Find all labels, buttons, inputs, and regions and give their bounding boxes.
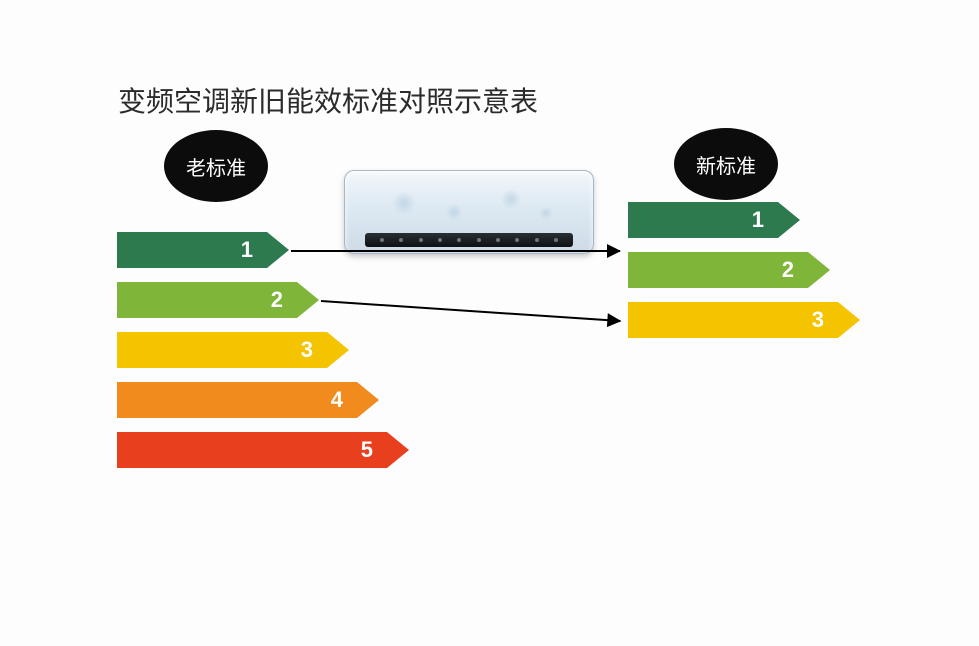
diagram-title: 变频空调新旧能效标准对照示意表 bbox=[118, 80, 538, 120]
badge-old: 老标准 bbox=[164, 130, 268, 202]
ac-unit-illustration bbox=[344, 170, 594, 254]
old-bar-5: 5 bbox=[117, 432, 412, 468]
old-bar-tip-5 bbox=[387, 432, 412, 468]
new-bar-tip-2 bbox=[808, 252, 833, 288]
new-bar-label-1: 1 bbox=[628, 202, 778, 238]
new-bar-1: 1 bbox=[628, 202, 803, 238]
badge-new: 新标准 bbox=[674, 128, 778, 200]
new-bar-label-2: 2 bbox=[628, 252, 808, 288]
new-bar-tip-3 bbox=[838, 302, 863, 338]
old-bar-tip-4 bbox=[357, 382, 382, 418]
mapping-arrow-1 bbox=[291, 250, 620, 252]
new-bar-label-3: 3 bbox=[628, 302, 838, 338]
new-bar-3: 3 bbox=[628, 302, 863, 338]
old-bar-label-4: 4 bbox=[117, 382, 357, 418]
old-bar-tip-3 bbox=[327, 332, 352, 368]
new-bar-2: 2 bbox=[628, 252, 833, 288]
ac-vent-strip bbox=[365, 233, 573, 247]
old-bar-label-2: 2 bbox=[117, 282, 297, 318]
old-bar-label-1: 1 bbox=[117, 232, 267, 268]
old-bar-label-3: 3 bbox=[117, 332, 327, 368]
old-bar-4: 4 bbox=[117, 382, 382, 418]
old-bar-1: 1 bbox=[117, 232, 292, 268]
old-bar-tip-1 bbox=[267, 232, 292, 268]
old-bar-tip-2 bbox=[297, 282, 322, 318]
mapping-arrow-2 bbox=[321, 300, 620, 322]
old-bar-3: 3 bbox=[117, 332, 352, 368]
new-bar-tip-1 bbox=[778, 202, 803, 238]
old-bar-2: 2 bbox=[117, 282, 322, 318]
old-bar-label-5: 5 bbox=[117, 432, 387, 468]
